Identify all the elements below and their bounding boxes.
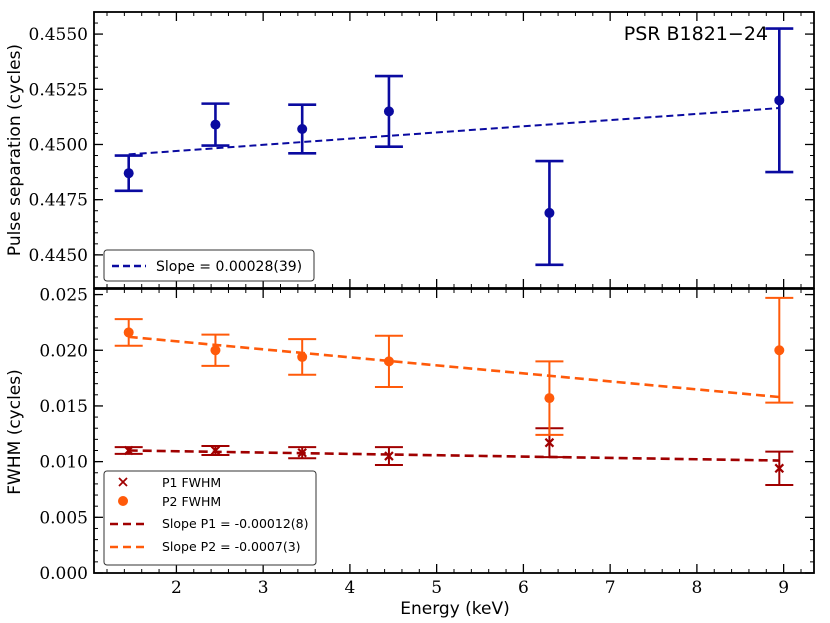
bottom-legend: P1 FWHM P2 FWHM Slope P1 = -0.00012(8) S…	[103, 470, 317, 566]
top-data-point	[123, 168, 134, 179]
p2-fit-legend-label: Slope P2 = -0.0007(3)	[162, 539, 301, 554]
top-y-tick-label: 0.4475	[29, 191, 88, 211]
bottom-p1-point	[297, 447, 307, 458]
top-data-point	[297, 124, 308, 135]
bottom-p2-point	[774, 345, 785, 356]
top-legend: Slope = 0.00028(39)	[103, 249, 315, 282]
top-legend-box	[103, 249, 315, 282]
top-data-point	[774, 95, 785, 106]
top-data-point	[383, 106, 394, 117]
bottom-p1-point	[123, 445, 134, 456]
bottom-p2-point	[210, 345, 221, 356]
bottom-p2-point	[544, 393, 555, 404]
bottom-y-tick-label: 0.010	[39, 453, 88, 473]
bottom-p1-point	[544, 437, 555, 448]
bottom-panel-fwhm: 0.000 0.005 0.010 0.015 0.020 0.025 2 3 4 5 6 7 8 9	[39, 286, 815, 598]
bottom-x-tick-label: 2	[171, 578, 182, 598]
top-y-tick-label: 0.4525	[29, 80, 88, 100]
top-legend-fit-label: Slope = 0.00028(39)	[156, 259, 302, 275]
p1-legend-marker	[118, 477, 128, 487]
bottom-y-axis-label: FWHM (cycles)	[5, 369, 25, 495]
x-marker-stroke	[210, 445, 221, 456]
p1-fit-legend-label: Slope P1 = -0.00012(8)	[162, 516, 308, 531]
bottom-p2-point	[297, 351, 308, 362]
bottom-x-tick-label: 8	[691, 578, 702, 598]
bottom-x-tick-label: 5	[431, 578, 442, 598]
bottom-y-tick-label: 0.005	[39, 508, 88, 528]
top-data-point	[544, 207, 555, 218]
bottom-fit-line-1	[128, 449, 780, 462]
x-axis-label: Energy (keV)	[400, 599, 510, 619]
x-marker-stroke	[123, 445, 134, 456]
bottom-p1-point	[774, 463, 785, 474]
p2-legend-marker	[118, 496, 128, 506]
pulsar-name-annotation: PSR B1821−24	[624, 23, 768, 45]
bottom-y-tick-label: 0.015	[39, 397, 88, 417]
bottom-axes-frame	[93, 288, 815, 574]
bottom-y-tick-label: 0.020	[39, 341, 88, 361]
bottom-y-tick-label: 0.000	[39, 564, 88, 584]
bottom-fit-line-2	[128, 335, 780, 399]
p2-legend-label: P2 FWHM	[162, 494, 221, 509]
x-marker-stroke	[297, 447, 307, 458]
top-y-tick-label: 0.4550	[29, 25, 88, 45]
bottom-x-tick-label: 7	[605, 578, 616, 598]
bottom-p1-point	[210, 445, 221, 456]
p1-legend-label: P1 FWHM	[162, 475, 221, 490]
x-marker-stroke	[384, 451, 394, 461]
x-marker-stroke	[774, 463, 785, 474]
top-y-tick-label: 0.4450	[29, 246, 88, 266]
top-y-axis-label: Pulse separation (cycles)	[5, 44, 25, 256]
bottom-x-tick-label: 9	[778, 578, 789, 598]
bottom-legend-box	[103, 470, 317, 566]
x-marker-stroke	[544, 437, 555, 448]
top-data-point	[210, 119, 221, 130]
bottom-y-tick-label: 0.025	[39, 286, 88, 306]
top-axes-frame	[93, 11, 815, 289]
top-fit-line-1	[128, 107, 780, 156]
bottom-x-tick-label: 6	[518, 578, 529, 598]
bottom-p1-point	[384, 451, 394, 461]
bottom-x-tick-label: 4	[344, 578, 355, 598]
top-y-tick-label: 0.4500	[29, 135, 88, 155]
bottom-p2-point	[123, 327, 134, 338]
bottom-p2-point	[383, 356, 394, 367]
bottom-x-tick-label: 3	[258, 578, 269, 598]
top-panel-pulse-separation: 0.4450 0.4475 0.4500 0.4525 0.4550	[29, 11, 815, 289]
